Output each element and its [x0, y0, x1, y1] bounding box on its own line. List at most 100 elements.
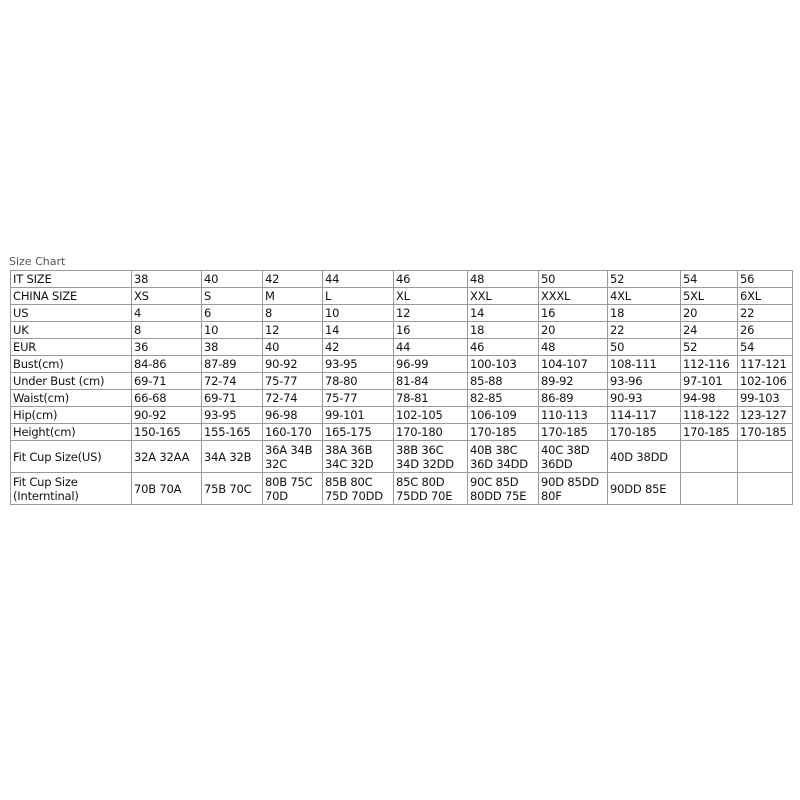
table-cell: 48 — [538, 338, 608, 356]
table-cell: 170-185 — [467, 423, 539, 441]
table-row: UK 8 10 12 14 16 18 20 22 24 26 — [10, 321, 793, 339]
table-cell: 102-105 — [393, 406, 468, 424]
table-cell: 14 — [467, 304, 539, 322]
row-label: CHINA SIZE — [10, 287, 132, 305]
table-cell: 93-95 — [201, 406, 263, 424]
table-cell: 94-98 — [680, 389, 738, 407]
table-cell: 56 — [737, 270, 793, 288]
table-cell: 118-122 — [680, 406, 738, 424]
table-row: Fit Cup Size (Interntinal) 70B 70A 75B 70C… — [10, 472, 793, 505]
table-cell — [737, 440, 793, 473]
table-cell: 90-93 — [607, 389, 681, 407]
table-cell: 26 — [737, 321, 793, 339]
row-label: Waist(cm) — [10, 389, 132, 407]
table-cell: 84-86 — [131, 355, 202, 373]
table-cell: 90C 85D 80DD 75E — [467, 472, 539, 505]
table-cell: 106-109 — [467, 406, 539, 424]
table-cell: 96-98 — [262, 406, 323, 424]
table-cell: 22 — [607, 321, 681, 339]
table-cell: 112-116 — [680, 355, 738, 373]
table-cell: 99-101 — [322, 406, 394, 424]
table-cell: 54 — [737, 338, 793, 356]
table-cell: XXXL — [538, 287, 608, 305]
table-cell: 90D 85DD 80F — [538, 472, 608, 505]
row-label: IT SIZE — [10, 270, 132, 288]
table-cell: 18 — [607, 304, 681, 322]
table-cell: L — [322, 287, 394, 305]
table-cell: 20 — [680, 304, 738, 322]
table-cell: 40C 38D 36DD — [538, 440, 608, 473]
table-cell: 75B 70C — [201, 472, 263, 505]
row-label: Bust(cm) — [10, 355, 132, 373]
table-cell: 85-88 — [467, 372, 539, 390]
table-row: CHINA SIZE XS S M L XL XXL XXXL 4XL 5XL 6XL — [10, 287, 793, 305]
table-cell: 38 — [201, 338, 263, 356]
table-cell: 93-95 — [322, 355, 394, 373]
table-cell: 44 — [393, 338, 468, 356]
table-cell: 150-165 — [131, 423, 202, 441]
table-cell: XL — [393, 287, 468, 305]
table-cell: 108-111 — [607, 355, 681, 373]
table-cell: 54 — [680, 270, 738, 288]
table-cell: 155-165 — [201, 423, 263, 441]
table-cell: 16 — [393, 321, 468, 339]
table-cell: 8 — [262, 304, 323, 322]
table-row: Height(cm) 150-165 155-165 160-170 165-175 17… — [10, 423, 793, 441]
table-cell: 170-185 — [737, 423, 793, 441]
table-cell: 4 — [131, 304, 202, 322]
table-cell: 117-121 — [737, 355, 793, 373]
table-cell: 40D 38DD — [607, 440, 681, 473]
table-cell: 114-117 — [607, 406, 681, 424]
table-cell: 100-103 — [467, 355, 539, 373]
table-cell: 170-185 — [680, 423, 738, 441]
table-cell: XS — [131, 287, 202, 305]
table-row: IT SIZE 38 40 42 44 46 48 50 52 54 56 — [10, 270, 793, 288]
table-cell: 5XL — [680, 287, 738, 305]
table-cell: 46 — [393, 270, 468, 288]
table-cell: 80B 75C 70D — [262, 472, 323, 505]
table-cell: 99-103 — [737, 389, 793, 407]
table-row: US 4 6 8 10 12 14 16 18 20 22 — [10, 304, 793, 322]
table-cell: 52 — [680, 338, 738, 356]
table-cell: 78-81 — [393, 389, 468, 407]
table-cell: 81-84 — [393, 372, 468, 390]
table-cell: 10 — [201, 321, 263, 339]
table-cell: 42 — [262, 270, 323, 288]
table-cell: 32A 32AA — [131, 440, 202, 473]
table-cell: 40 — [262, 338, 323, 356]
row-label: UK — [10, 321, 132, 339]
table-cell: 165-175 — [322, 423, 394, 441]
table-cell: 50 — [607, 338, 681, 356]
table-cell: 42 — [322, 338, 394, 356]
table-cell: 52 — [607, 270, 681, 288]
table-cell: 90-92 — [131, 406, 202, 424]
table-cell: 40B 38C 36D 34DD — [467, 440, 539, 473]
table-cell: XXL — [467, 287, 539, 305]
table-cell: 69-71 — [201, 389, 263, 407]
table-cell: 48 — [467, 270, 539, 288]
row-label: EUR — [10, 338, 132, 356]
table-cell: 82-85 — [467, 389, 539, 407]
table-cell: 6XL — [737, 287, 793, 305]
table-cell: 10 — [322, 304, 394, 322]
table-cell: 102-106 — [737, 372, 793, 390]
table-cell: 72-74 — [201, 372, 263, 390]
table-cell: 38B 36C 34D 32DD — [393, 440, 468, 473]
table-cell: 90DD 85E — [607, 472, 681, 505]
table-cell: 6 — [201, 304, 263, 322]
table-cell: 75-77 — [322, 389, 394, 407]
table-cell: 123-127 — [737, 406, 793, 424]
table-cell: 170-185 — [607, 423, 681, 441]
table-cell: 78-80 — [322, 372, 394, 390]
table-cell: 8 — [131, 321, 202, 339]
table-row: Fit Cup Size(US) 32A 32AA 34A 32B 36A 34B 3… — [10, 440, 793, 473]
table-cell: 34A 32B — [201, 440, 263, 473]
table-cell: 22 — [737, 304, 793, 322]
table-cell: 12 — [393, 304, 468, 322]
table-cell: 20 — [538, 321, 608, 339]
table-cell: 12 — [262, 321, 323, 339]
table-cell — [680, 440, 738, 473]
table-cell: 50 — [538, 270, 608, 288]
table-cell: 75-77 — [262, 372, 323, 390]
row-label: Height(cm) — [10, 423, 132, 441]
